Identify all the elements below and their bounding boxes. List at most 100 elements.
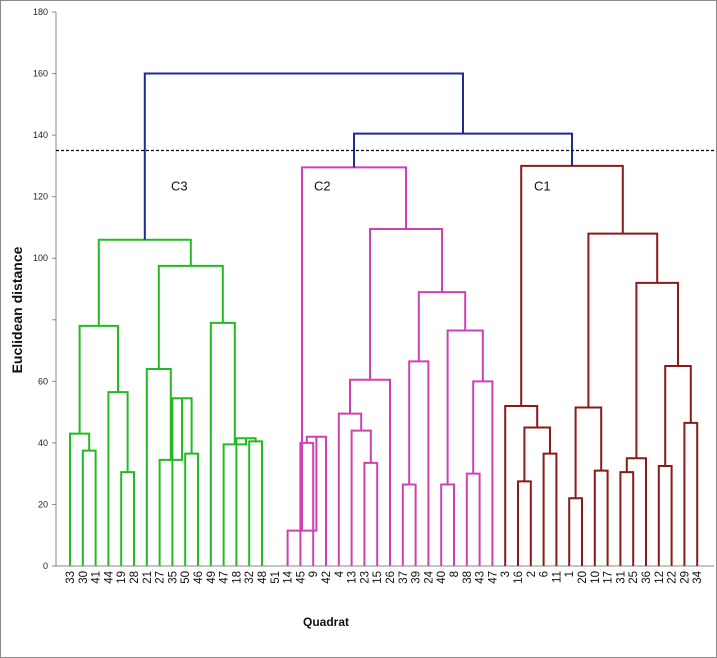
y-tick-label: 180 — [33, 7, 48, 17]
dendrogram-link — [222, 438, 247, 566]
dendrogram-link — [635, 281, 679, 459]
y-tick-label: 160 — [33, 69, 48, 79]
dendrogram-tree — [69, 72, 699, 566]
dendrogram-link — [337, 412, 363, 566]
x-tick-label: 27 — [155, 571, 167, 584]
x-tick-label: 31 — [615, 571, 627, 584]
x-tick-label: 33 — [65, 571, 77, 584]
x-tick-label: 36 — [641, 571, 653, 584]
dendrogram-link — [143, 72, 464, 240]
dendrogram-link — [574, 406, 603, 499]
x-tick-label: 16 — [513, 571, 525, 584]
dendrogram-link — [593, 469, 609, 566]
x-tick-label: 15 — [372, 571, 384, 584]
dendrogram-link — [97, 238, 192, 326]
dendrogram-link — [349, 378, 391, 566]
y-tick-label: 140 — [33, 130, 48, 140]
x-tick-label: 11 — [551, 571, 563, 583]
dendrogram-link — [408, 360, 430, 566]
y-tick-label: 0 — [43, 561, 48, 571]
x-tick-label: 49 — [206, 571, 218, 584]
x-tick-label: 42 — [321, 571, 333, 584]
dendrogram-link — [107, 391, 129, 566]
cluster-label: C2 — [314, 179, 331, 194]
y-axis-title: Euclidean distance — [9, 246, 25, 373]
x-tick-label: 39 — [411, 571, 423, 584]
dendrogram-link — [542, 452, 558, 566]
y-tick-label: 120 — [33, 192, 48, 202]
dendrogram-link — [299, 441, 315, 566]
x-tick-label: 1 — [564, 571, 576, 577]
x-tick-label: 51 — [270, 571, 282, 584]
dendrogram-link — [81, 449, 97, 566]
dendrogram-link — [619, 471, 635, 566]
y-tick-label: 100 — [33, 253, 48, 263]
x-tick-label: 23 — [359, 571, 371, 584]
x-tick-label: 8 — [449, 571, 461, 577]
dendrogram-link — [517, 480, 532, 566]
dendrogram-link — [587, 232, 659, 408]
x-tick-label: 37 — [398, 571, 410, 584]
x-tick-label: 13 — [347, 571, 359, 584]
dendrogram-link — [417, 291, 467, 362]
dendrogram-link — [158, 398, 183, 566]
dendrogram-link — [440, 483, 455, 566]
y-tick-labels: 0 20 40 60 100 120 140 160 180 — [33, 7, 56, 571]
x-tick-label: 3 — [500, 571, 512, 577]
dendrogram-link — [301, 166, 407, 531]
dendrogram-link — [78, 324, 119, 434]
dendrogram-link — [350, 429, 372, 566]
dendrogram-link — [235, 437, 257, 566]
x-tick-label: 38 — [462, 571, 474, 584]
x-tick-label: 50 — [180, 571, 192, 584]
x-tick-label: 35 — [167, 571, 179, 584]
x-tick-label: 28 — [129, 571, 141, 584]
y-tick-label: 60 — [38, 376, 48, 386]
x-tick-label: 19 — [116, 571, 128, 584]
x-tick-label: 41 — [91, 571, 103, 584]
x-tick-label: 44 — [103, 570, 115, 583]
x-tick-label: 45 — [295, 571, 307, 584]
dendrogram-link — [369, 227, 443, 380]
dendrogram-link — [625, 457, 647, 566]
cluster-label: C3 — [171, 179, 188, 194]
dendrogram-link — [504, 404, 539, 566]
dendrogram-link — [664, 364, 692, 466]
dendrogram-link — [184, 452, 199, 566]
x-tick-label: 4 — [334, 570, 346, 577]
dendrogram-link — [446, 329, 484, 485]
x-tick-label: 2 — [526, 571, 538, 577]
dendrogram-link — [683, 421, 699, 566]
cluster-label: C1 — [534, 179, 551, 194]
dendrogram-link — [286, 436, 318, 566]
x-tick-label: 40 — [436, 571, 448, 584]
x-tick-label: 32 — [244, 571, 256, 584]
x-tick-label: 48 — [257, 571, 269, 584]
x-tick-label: 29 — [679, 571, 691, 584]
x-tick-label: 14 — [283, 570, 295, 583]
x-tick-labels: 33 30 41 44 19 28 21 27 35 50 46 49 47 18 32 48 51 14 45 9 4… — [65, 570, 704, 583]
x-tick-label: 21 — [142, 571, 154, 584]
x-tick-label: 18 — [231, 571, 243, 584]
x-tick-label: 17 — [603, 571, 615, 584]
dendrogram-link — [657, 464, 673, 566]
dendrogram-link — [248, 440, 263, 566]
x-tick-label: 22 — [667, 571, 679, 584]
x-tick-label: 12 — [654, 571, 666, 584]
x-tick-label: 43 — [475, 571, 487, 584]
dendrogram-link — [520, 164, 624, 406]
dendrogram-link — [568, 497, 583, 566]
dendrogram-link — [69, 432, 91, 566]
cluster-labels: C3 C2 C1 — [171, 179, 551, 194]
y-tick-label: 20 — [38, 499, 48, 509]
dendrogram-link — [171, 397, 193, 566]
x-tick-label: 47 — [487, 571, 499, 584]
x-tick-label: 26 — [385, 571, 397, 584]
x-tick-label: 34 — [692, 570, 704, 583]
x-tick-label: 10 — [590, 571, 602, 584]
x-tick-label: 46 — [193, 571, 205, 584]
x-tick-label: 9 — [308, 571, 320, 577]
x-tick-label: 47 — [219, 571, 231, 584]
dendrogram-link — [363, 461, 379, 566]
